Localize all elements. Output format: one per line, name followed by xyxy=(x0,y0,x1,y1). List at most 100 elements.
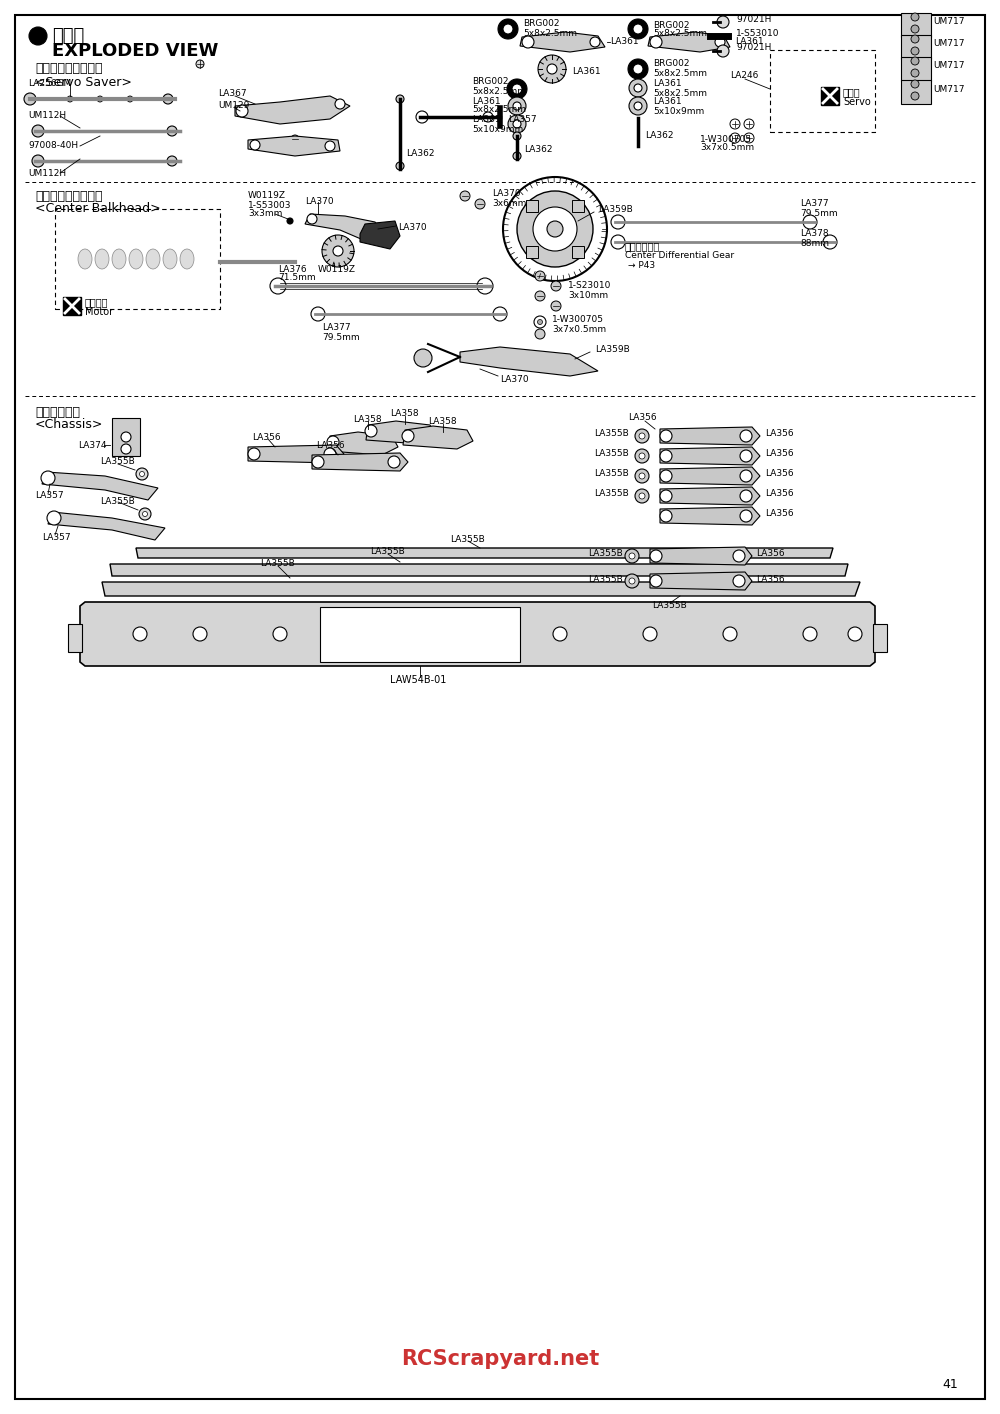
Polygon shape xyxy=(312,452,408,471)
Text: LA356: LA356 xyxy=(756,574,785,584)
Polygon shape xyxy=(328,433,398,455)
Bar xyxy=(901,81,931,105)
Text: LA356: LA356 xyxy=(252,433,281,441)
Circle shape xyxy=(97,96,103,102)
Circle shape xyxy=(628,59,648,79)
Circle shape xyxy=(287,218,293,223)
Bar xyxy=(68,624,82,652)
Circle shape xyxy=(551,301,561,311)
Text: 1-W300705: 1-W300705 xyxy=(700,134,752,143)
Circle shape xyxy=(740,469,752,482)
Circle shape xyxy=(717,45,729,57)
Text: LA370: LA370 xyxy=(492,189,521,198)
Polygon shape xyxy=(248,445,344,462)
Text: ＜センターバルク＞: ＜センターバルク＞ xyxy=(35,189,103,202)
Bar xyxy=(320,607,520,662)
Text: 1-W300705: 1-W300705 xyxy=(552,315,604,324)
Circle shape xyxy=(507,79,527,99)
Bar xyxy=(901,57,931,81)
Ellipse shape xyxy=(180,249,194,269)
Circle shape xyxy=(823,235,837,249)
Text: LAW54B-01: LAW54B-01 xyxy=(390,674,446,684)
Text: LA361: LA361 xyxy=(653,79,682,89)
Circle shape xyxy=(639,433,645,438)
Circle shape xyxy=(522,35,534,48)
Circle shape xyxy=(517,191,593,267)
Text: LA356: LA356 xyxy=(765,509,794,519)
Text: LA356: LA356 xyxy=(765,450,794,458)
Circle shape xyxy=(625,574,639,588)
Circle shape xyxy=(538,55,566,83)
Ellipse shape xyxy=(112,249,126,269)
Circle shape xyxy=(744,119,754,129)
Circle shape xyxy=(639,452,645,460)
Text: UM112H: UM112H xyxy=(28,112,66,120)
Circle shape xyxy=(650,575,662,587)
Circle shape xyxy=(32,156,44,167)
Polygon shape xyxy=(660,447,760,465)
Text: 88mm: 88mm xyxy=(800,239,829,249)
Bar xyxy=(112,419,140,455)
Text: <Servo Saver>: <Servo Saver> xyxy=(35,75,132,89)
Polygon shape xyxy=(136,549,833,559)
Circle shape xyxy=(730,119,740,129)
Circle shape xyxy=(650,550,662,561)
Circle shape xyxy=(483,112,493,122)
Circle shape xyxy=(848,626,862,641)
Circle shape xyxy=(24,93,36,105)
Circle shape xyxy=(133,626,147,641)
Text: UM112H: UM112H xyxy=(28,170,66,178)
Text: LA356: LA356 xyxy=(765,469,794,478)
Polygon shape xyxy=(520,33,605,52)
Circle shape xyxy=(911,47,919,55)
Ellipse shape xyxy=(78,249,92,269)
Circle shape xyxy=(513,151,521,160)
Text: BRG002: BRG002 xyxy=(653,59,690,68)
Circle shape xyxy=(47,510,61,525)
Text: 5x8x2.5mm: 5x8x2.5mm xyxy=(523,30,577,38)
Circle shape xyxy=(414,349,432,368)
Circle shape xyxy=(273,626,287,641)
Text: UM717: UM717 xyxy=(933,61,964,71)
Circle shape xyxy=(167,156,177,165)
Text: LA256GM: LA256GM xyxy=(28,79,71,89)
Circle shape xyxy=(416,112,428,123)
Circle shape xyxy=(322,235,354,267)
Text: LA362: LA362 xyxy=(406,150,434,158)
Ellipse shape xyxy=(95,249,109,269)
Circle shape xyxy=(388,455,400,468)
Text: Center Differential Gear: Center Differential Gear xyxy=(625,252,734,260)
Circle shape xyxy=(547,64,557,74)
Circle shape xyxy=(121,444,131,454)
Polygon shape xyxy=(48,512,165,540)
Text: LA367: LA367 xyxy=(218,89,247,99)
Text: LA355B: LA355B xyxy=(260,560,295,568)
Circle shape xyxy=(733,550,745,561)
Text: LA355B: LA355B xyxy=(594,489,629,499)
Circle shape xyxy=(32,124,44,137)
Text: 41: 41 xyxy=(942,1377,958,1390)
Circle shape xyxy=(730,133,740,143)
Text: LA356: LA356 xyxy=(316,441,345,451)
Polygon shape xyxy=(660,486,760,505)
Text: LA361: LA361 xyxy=(610,38,639,47)
Text: LA378: LA378 xyxy=(800,229,829,239)
Circle shape xyxy=(291,134,299,143)
Circle shape xyxy=(324,448,336,460)
Text: <Center Balkhead>: <Center Balkhead> xyxy=(35,202,161,215)
Text: LA362: LA362 xyxy=(524,144,552,154)
Text: UM717: UM717 xyxy=(933,17,964,27)
Circle shape xyxy=(553,626,567,641)
Text: 5x10x9mm: 5x10x9mm xyxy=(653,106,704,116)
Polygon shape xyxy=(650,573,752,590)
Circle shape xyxy=(327,436,339,448)
Circle shape xyxy=(639,474,645,479)
Circle shape xyxy=(635,489,649,503)
Circle shape xyxy=(325,141,335,151)
Text: LA359B: LA359B xyxy=(595,345,630,354)
Text: 97008-40H: 97008-40H xyxy=(28,141,78,150)
Text: 71.5mm: 71.5mm xyxy=(278,273,316,283)
Text: 97021H: 97021H xyxy=(736,14,771,24)
Text: 分解図: 分解図 xyxy=(52,27,84,45)
Circle shape xyxy=(513,102,521,110)
